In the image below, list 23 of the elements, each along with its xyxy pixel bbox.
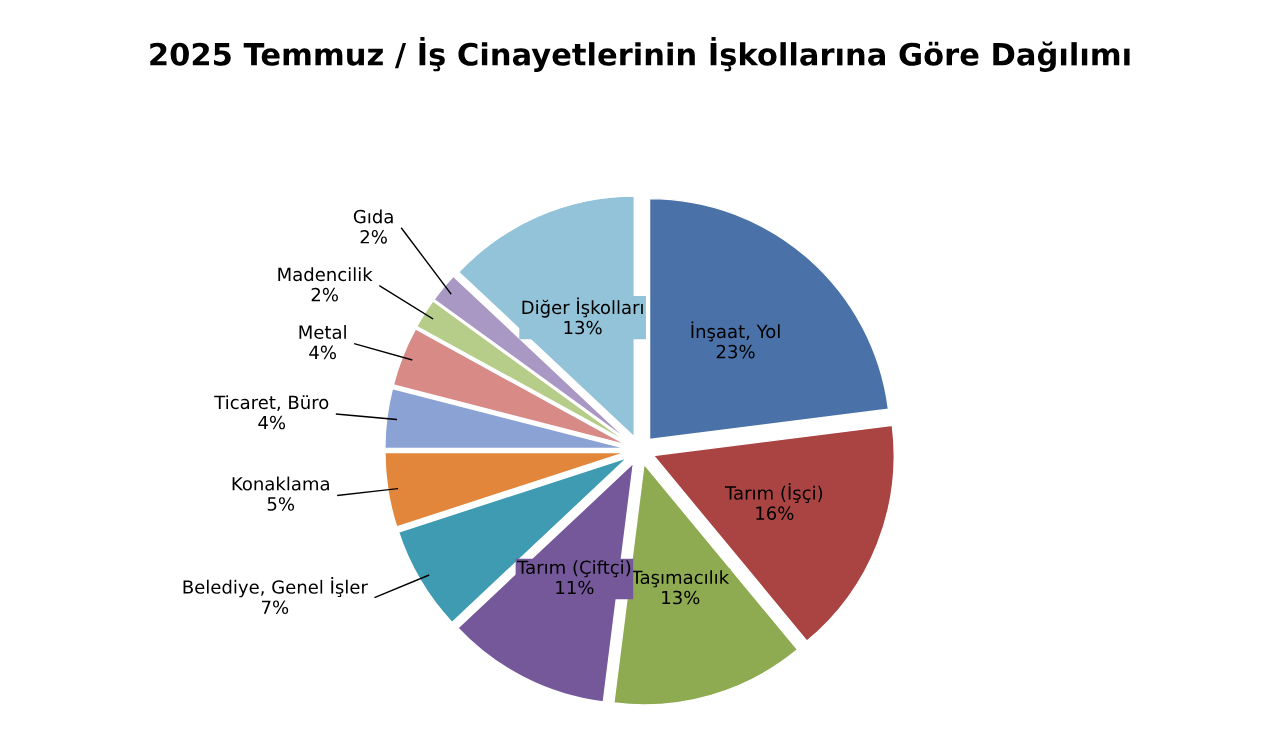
data-label: 23% [716, 344, 755, 359]
data-label: 16% [756, 506, 794, 521]
data-label: 5% [267, 497, 295, 511]
data-label: 13% [564, 320, 602, 335]
data-label: 13% [662, 590, 700, 605]
data-label: 7% [262, 600, 289, 615]
slice-label: Madencilik [278, 267, 373, 282]
slice-label: Diğer İşkolları [522, 297, 643, 318]
data-label: 2% [360, 229, 387, 244]
slice-label: Konaklama [232, 476, 329, 491]
data-label: 2% [311, 287, 338, 302]
slice-label: Ticaret, Büro [214, 395, 329, 411]
slice-label: Gıda [353, 209, 393, 224]
slice-label: Taşımacılık [631, 570, 730, 588]
slice-label: Belediye, Genel İşler [183, 577, 368, 598]
data-label: 4% [258, 415, 286, 430]
slice-label: Tarım (İşçi) [724, 483, 823, 504]
slice-label: Metal [299, 325, 346, 339]
data-label: 4% [309, 345, 336, 360]
chart-title: 2025 Temmuz / İş Cinayetlerinin İşkollarına Göre Dağılımı [150, 37, 1130, 72]
data-label: 11% [556, 580, 594, 595]
slice-label: Tarım (Çiftçi) [517, 560, 631, 578]
slice-label: İnşaat, Yol [691, 321, 780, 342]
